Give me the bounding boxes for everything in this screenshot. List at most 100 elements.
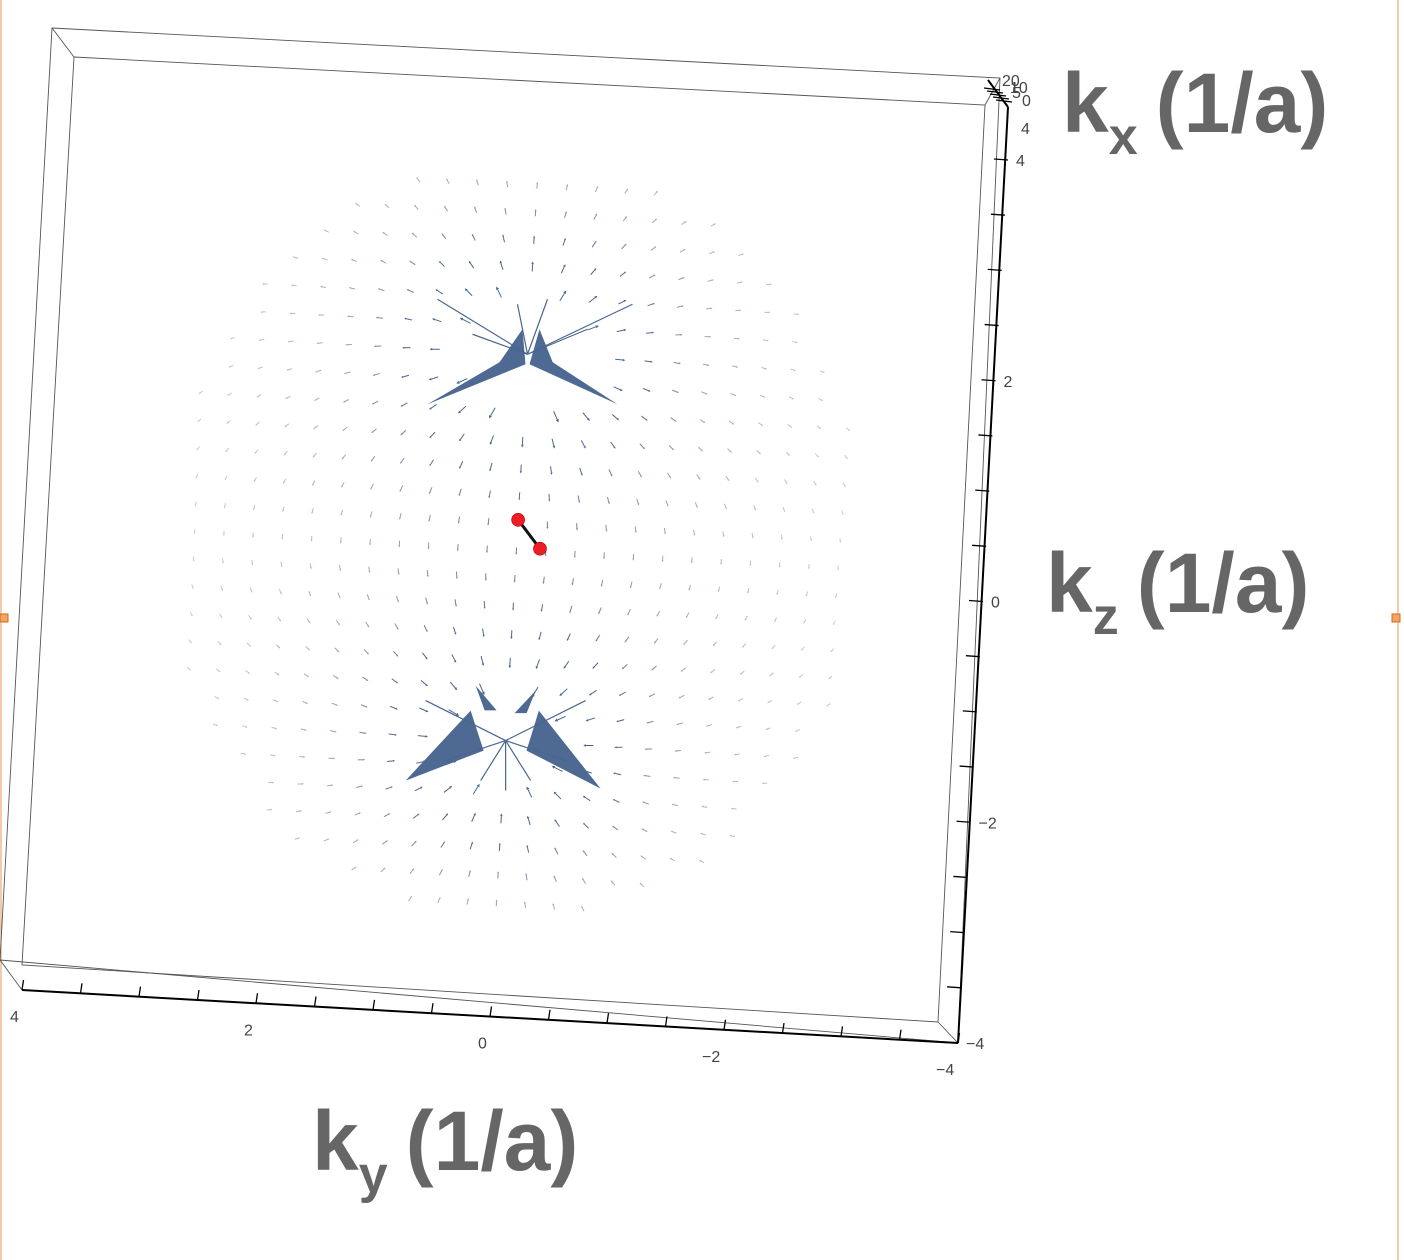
weyl-points [511, 513, 547, 556]
field-vector-head [344, 372, 347, 375]
kz-tick [947, 986, 962, 989]
field-vector-head [612, 799, 615, 801]
field-vector [402, 402, 408, 407]
field-vector [332, 675, 338, 679]
field-vector [489, 462, 493, 470]
field-vector [526, 846, 530, 853]
field-vector-head [771, 647, 774, 650]
field-vector-head [221, 588, 224, 591]
field-vector [622, 664, 628, 669]
field-vector [417, 178, 421, 183]
field-vector-head [624, 640, 627, 643]
ky-tick [781, 1022, 785, 1034]
field-vector-head [227, 393, 230, 396]
field-vector-head [769, 674, 772, 677]
field-vector-head [653, 246, 657, 249]
field-vector-head [245, 725, 248, 728]
field-vector-head [427, 547, 430, 550]
field-vector-head [709, 335, 712, 338]
field-vector-head [356, 839, 359, 842]
right-resize-handle[interactable] [1391, 613, 1401, 623]
field-vector [615, 358, 623, 361]
field-vector [302, 700, 307, 704]
field-vector [723, 503, 727, 508]
field-vector [500, 262, 504, 270]
vector-field [186, 177, 851, 912]
field-vector-head [594, 267, 597, 271]
field-vector-head [249, 617, 252, 620]
field-vector-head [737, 699, 740, 702]
field-vector [672, 389, 678, 393]
field-vector [735, 753, 740, 755]
field-vector [800, 673, 804, 677]
field-vector-head [306, 675, 310, 678]
field-vector-head [552, 445, 556, 449]
field-vector-head [398, 545, 401, 548]
field-vector [673, 804, 679, 807]
field-vector [709, 696, 714, 700]
field-vector [621, 244, 626, 250]
field-vector-head [583, 445, 586, 449]
field-vector-head [794, 729, 798, 732]
field-vector [466, 899, 469, 905]
field-vector [312, 480, 316, 485]
field-vector-head [526, 786, 530, 790]
field-vector-head [642, 447, 645, 450]
field-vector [325, 230, 330, 233]
field-vector [451, 654, 456, 661]
field-vector-head [700, 832, 703, 835]
field-vector-head [312, 483, 314, 486]
field-vector [590, 269, 596, 276]
field-vector [751, 532, 754, 537]
field-vector [243, 697, 248, 701]
field-vector-head [623, 328, 627, 332]
large-vector-ray [445, 739, 506, 762]
field-vector-head [613, 446, 616, 449]
field-vector [401, 430, 407, 435]
kx-tick [995, 99, 1013, 103]
field-vector [459, 461, 464, 468]
field-vector-head [250, 590, 253, 593]
field-vector-head [481, 691, 485, 696]
field-vector-head [659, 587, 662, 590]
field-vector [844, 454, 847, 458]
field-vector-head [812, 511, 815, 514]
field-vector [381, 260, 387, 264]
field-vector [564, 212, 567, 219]
field-vector [400, 457, 405, 463]
field-vector-head [318, 313, 321, 316]
field-vector [249, 587, 252, 592]
field-vector-head [258, 339, 261, 342]
large-vector-head [475, 685, 497, 711]
field-vector-head [453, 660, 457, 663]
field-vector [269, 754, 274, 756]
field-vector [541, 604, 544, 611]
field-vector-head [380, 260, 383, 262]
field-vector [416, 761, 424, 764]
field-vector-head [793, 369, 797, 372]
field-vector-head [648, 389, 651, 392]
field-vector-head [398, 517, 401, 520]
field-vector [651, 219, 656, 224]
field-vector [765, 754, 769, 757]
field-vector-head [276, 700, 279, 703]
field-vector [554, 848, 559, 855]
field-vector-head [352, 230, 356, 233]
field-vector [577, 495, 580, 502]
field-vector-head [467, 898, 470, 901]
field-vector [472, 786, 479, 795]
kx-tick [983, 87, 1001, 91]
field-vector-head [583, 822, 586, 825]
field-vector [438, 870, 443, 876]
field-vector-head [540, 609, 543, 613]
large-vector-ray [527, 328, 588, 355]
field-vector-head [656, 614, 659, 617]
field-vector [352, 259, 357, 262]
field-vector-head [563, 237, 566, 241]
field-vector-head [371, 402, 375, 405]
field-vector-head [275, 727, 278, 730]
left-resize-handle[interactable] [0, 613, 9, 623]
field-vector-head [525, 873, 528, 876]
field-vector-head [708, 698, 711, 700]
large-vector-head [526, 710, 601, 789]
